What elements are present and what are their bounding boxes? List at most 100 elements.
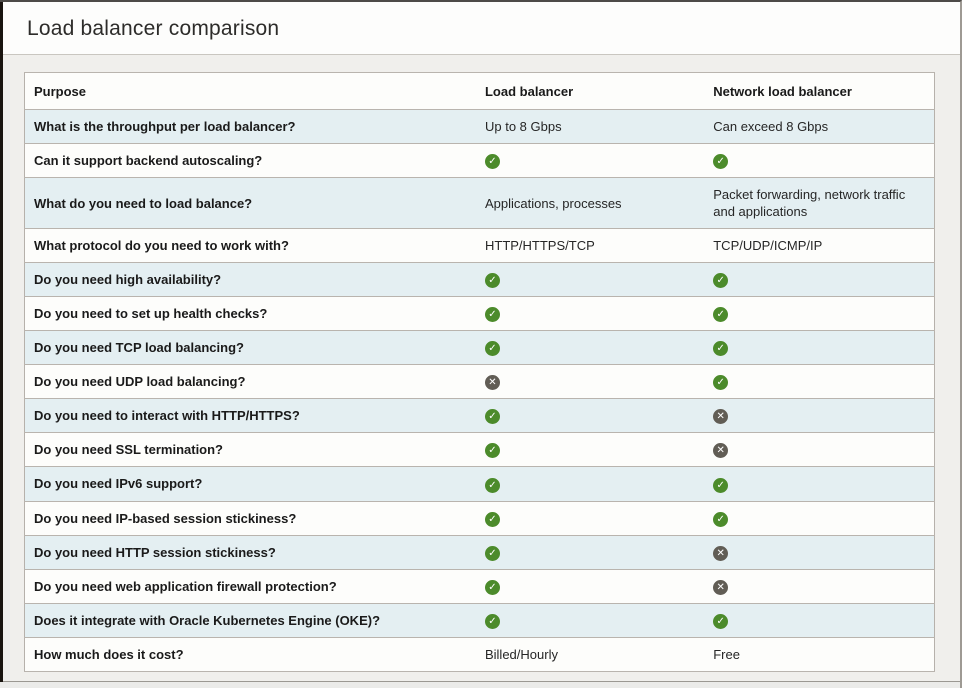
check-icon: ✓ bbox=[484, 613, 500, 629]
check-icon: ✓ bbox=[484, 545, 500, 561]
purpose-cell: Can it support backend autoscaling? bbox=[24, 142, 476, 179]
network-load-balancer-cell: ✕ bbox=[704, 432, 935, 468]
window-bottom-strip bbox=[0, 682, 960, 688]
purpose-cell: Do you need SSL termination? bbox=[24, 432, 476, 468]
purpose-cell: Do you need TCP load balancing? bbox=[24, 330, 476, 366]
table-row: What do you need to load balance? Applica… bbox=[24, 177, 935, 230]
check-icon: ✓ bbox=[713, 307, 729, 323]
load-balancer-cell: ✓ bbox=[475, 534, 705, 570]
window-bottom-border bbox=[0, 681, 960, 682]
load-balancer-cell: ✓ bbox=[475, 330, 705, 366]
column-header-purpose: Purpose bbox=[24, 72, 476, 110]
check-icon: ✓ bbox=[713, 341, 729, 357]
network-load-balancer-cell: ✓ bbox=[704, 466, 935, 502]
load-balancer-cell: ✓ bbox=[475, 602, 705, 638]
purpose-cell: Do you need HTTP session stickiness? bbox=[24, 534, 476, 570]
table-body: What is the throughput per load balancer… bbox=[24, 109, 935, 672]
purpose-cell: What protocol do you need to work with? bbox=[24, 228, 476, 264]
purpose-cell: Do you need to set up health checks? bbox=[24, 296, 476, 332]
table-row: Can it support backend autoscaling? ✓ ✓ bbox=[24, 142, 935, 179]
network-load-balancer-cell: ✕ bbox=[704, 534, 935, 570]
check-icon: ✓ bbox=[713, 477, 729, 493]
check-icon: ✓ bbox=[713, 613, 729, 629]
purpose-cell: How much does it cost? bbox=[24, 636, 476, 672]
network-load-balancer-cell: Free bbox=[704, 636, 935, 672]
page-header: Load balancer comparison bbox=[3, 2, 960, 55]
table-row: Do you need to set up health checks? ✓ ✓ bbox=[24, 296, 935, 332]
page-title: Load balancer comparison bbox=[27, 17, 280, 40]
network-load-balancer-cell: ✓ bbox=[704, 330, 935, 366]
load-balancer-cell: ✕ bbox=[475, 364, 705, 400]
load-balancer-cell: Billed/Hourly bbox=[475, 636, 705, 672]
network-load-balancer-cell: ✕ bbox=[704, 398, 935, 434]
load-balancer-cell: ✓ bbox=[475, 432, 705, 468]
cross-icon: ✕ bbox=[713, 579, 729, 595]
purpose-cell: Do you need to interact with HTTP/HTTPS? bbox=[24, 398, 476, 434]
load-balancer-cell: Applications, processes bbox=[475, 177, 705, 230]
table-row: Do you need HTTP session stickiness? ✓ ✕ bbox=[24, 534, 935, 570]
table-row: Do you need to interact with HTTP/HTTPS?… bbox=[24, 398, 935, 434]
cross-icon: ✕ bbox=[713, 545, 729, 561]
network-load-balancer-cell: ✓ bbox=[704, 262, 935, 298]
purpose-cell: What is the throughput per load balancer… bbox=[24, 109, 476, 144]
cross-icon: ✕ bbox=[484, 375, 500, 391]
network-load-balancer-cell: Packet forwarding, network traffic and a… bbox=[704, 177, 935, 230]
table-row: Do you need IP-based session stickiness?… bbox=[24, 500, 935, 536]
check-icon: ✓ bbox=[713, 154, 729, 170]
purpose-cell: What do you need to load balance? bbox=[24, 177, 476, 230]
table-header: Purpose Load balancer Network load balan… bbox=[24, 72, 935, 110]
table-header-row: Purpose Load balancer Network load balan… bbox=[24, 72, 935, 110]
table-row: Do you need UDP load balancing? ✕ ✓ bbox=[24, 364, 935, 400]
check-icon: ✓ bbox=[484, 477, 500, 493]
network-load-balancer-cell: ✓ bbox=[704, 296, 935, 332]
column-header-network-load-balancer: Network load balancer bbox=[704, 72, 935, 110]
table-row: What protocol do you need to work with? H… bbox=[24, 228, 935, 264]
purpose-cell: Do you need high availability? bbox=[24, 262, 476, 298]
check-icon: ✓ bbox=[484, 409, 500, 425]
table-row: What is the throughput per load balancer… bbox=[24, 109, 935, 144]
purpose-cell: Do you need web application firewall pro… bbox=[24, 568, 476, 604]
table-row: Do you need web application firewall pro… bbox=[24, 568, 935, 604]
load-balancer-cell: ✓ bbox=[475, 568, 705, 604]
network-load-balancer-cell: ✓ bbox=[704, 500, 935, 536]
check-icon: ✓ bbox=[484, 341, 500, 357]
network-load-balancer-cell: ✕ bbox=[704, 568, 935, 604]
purpose-cell: Do you need UDP load balancing? bbox=[24, 364, 476, 400]
load-balancer-cell: ✓ bbox=[475, 296, 705, 332]
purpose-cell: Does it integrate with Oracle Kubernetes… bbox=[24, 602, 476, 638]
cross-icon: ✕ bbox=[713, 409, 729, 425]
window-left-border bbox=[0, 2, 3, 682]
network-load-balancer-cell: ✓ bbox=[704, 364, 935, 400]
load-balancer-cell: Up to 8 Gbps bbox=[475, 109, 705, 144]
purpose-cell: Do you need IPv6 support? bbox=[24, 466, 476, 502]
network-load-balancer-cell: ✓ bbox=[704, 602, 935, 638]
check-icon: ✓ bbox=[713, 511, 729, 527]
table-row: How much does it cost? Billed/Hourly Free bbox=[24, 636, 935, 672]
network-load-balancer-cell: TCP/UDP/ICMP/IP bbox=[704, 228, 935, 264]
load-balancer-cell: ✓ bbox=[475, 466, 705, 502]
check-icon: ✓ bbox=[484, 273, 500, 289]
purpose-cell: Do you need IP-based session stickiness? bbox=[24, 500, 476, 536]
cross-icon: ✕ bbox=[713, 443, 729, 459]
comparison-table: Purpose Load balancer Network load balan… bbox=[24, 72, 935, 672]
network-load-balancer-cell: ✓ bbox=[704, 142, 935, 179]
load-balancer-cell: ✓ bbox=[475, 142, 705, 179]
content-area: Purpose Load balancer Network load balan… bbox=[0, 55, 960, 672]
check-icon: ✓ bbox=[484, 307, 500, 323]
check-icon: ✓ bbox=[484, 579, 500, 595]
table-row: Do you need high availability? ✓ ✓ bbox=[24, 262, 935, 298]
check-icon: ✓ bbox=[713, 375, 729, 391]
check-icon: ✓ bbox=[713, 273, 729, 289]
table-row: Do you need IPv6 support? ✓ ✓ bbox=[24, 466, 935, 502]
load-balancer-cell: ✓ bbox=[475, 398, 705, 434]
check-icon: ✓ bbox=[484, 443, 500, 459]
column-header-load-balancer: Load balancer bbox=[475, 72, 705, 110]
load-balancer-cell: ✓ bbox=[475, 262, 705, 298]
table-row: Do you need SSL termination? ✓ ✕ bbox=[24, 432, 935, 468]
table-row: Do you need TCP load balancing? ✓ ✓ bbox=[24, 330, 935, 366]
network-load-balancer-cell: Can exceed 8 Gbps bbox=[704, 109, 935, 144]
check-icon: ✓ bbox=[484, 511, 500, 527]
check-icon: ✓ bbox=[484, 154, 500, 170]
load-balancer-cell: ✓ bbox=[475, 500, 705, 536]
